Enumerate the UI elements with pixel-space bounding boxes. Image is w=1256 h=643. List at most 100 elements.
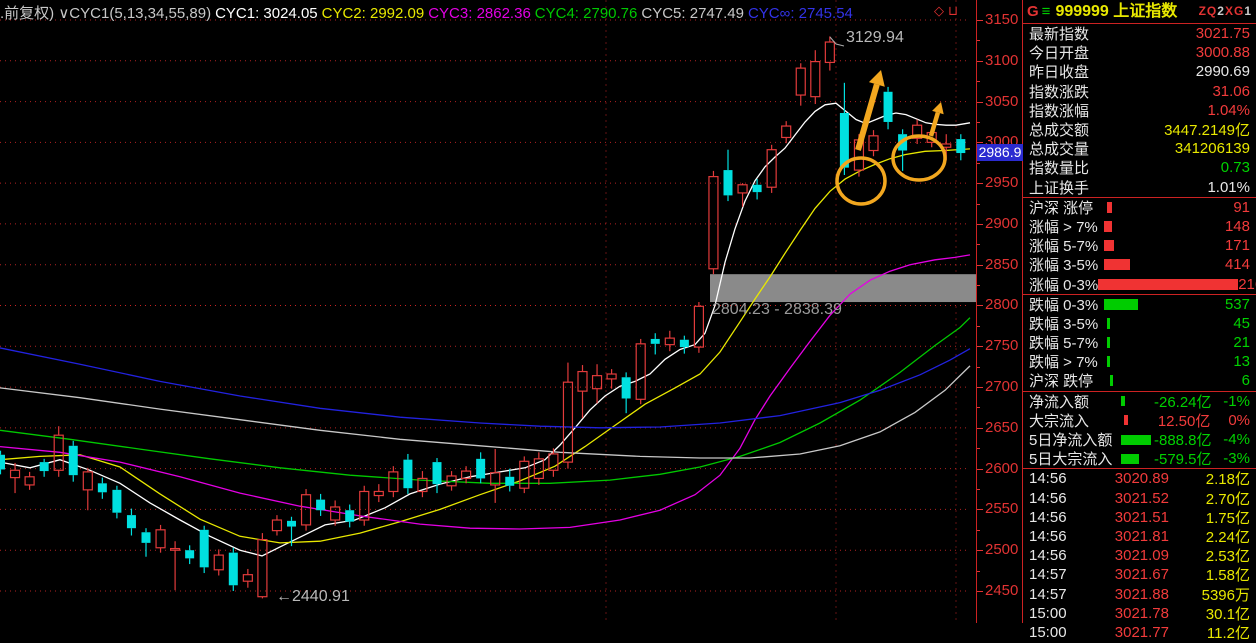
breadth-label: 跌幅 5-7% bbox=[1029, 335, 1099, 353]
quote-value: 1.01% bbox=[1207, 178, 1250, 196]
tick-time: 14:56 bbox=[1029, 547, 1067, 565]
breadth-bar bbox=[1103, 240, 1114, 252]
breadth-bar bbox=[1107, 317, 1111, 329]
price-axis: 3150 3100 3050 3000 2950 2900 2850 2800 2750 2700… bbox=[976, 0, 1023, 623]
breadth-value: 91 bbox=[1233, 198, 1250, 216]
breadth-row: 跌幅 5-7% 21 bbox=[1023, 333, 1256, 352]
axis-minor-tick bbox=[977, 325, 980, 327]
y-axis-label: 2450 bbox=[985, 581, 1019, 599]
flow-percent: -4% bbox=[1223, 431, 1250, 449]
tick-amount: 2.70亿 bbox=[1205, 490, 1250, 508]
tick-amount: 30.1亿 bbox=[1205, 605, 1250, 623]
y-axis-label: 3050 bbox=[985, 92, 1019, 110]
axis-minor-tick bbox=[977, 285, 980, 287]
breadth-bar bbox=[1098, 278, 1239, 290]
tick-amount: 2.24亿 bbox=[1205, 528, 1250, 546]
tick-price: 3021.78 bbox=[1114, 604, 1169, 622]
axis-minor-tick bbox=[977, 489, 980, 491]
quote-row: 指数涨跌 31.06 bbox=[1023, 82, 1256, 101]
quote-value: 3021.75 bbox=[1195, 25, 1250, 43]
axis-tick bbox=[977, 223, 983, 225]
axis-minor-tick bbox=[977, 529, 980, 531]
breadth-label: 涨幅 5-7% bbox=[1029, 238, 1099, 256]
flow-bar bbox=[1121, 434, 1152, 445]
breadth-row: 涨幅 5-7% 171 bbox=[1023, 236, 1256, 255]
quote-row: 总成交额 3447.2149亿 bbox=[1023, 120, 1256, 139]
quote-row: 今日开盘 3000.88 bbox=[1023, 43, 1256, 62]
flow-value: 12.50亿 bbox=[1157, 412, 1211, 430]
tick-row: 15:00 3021.77 11.2亿 bbox=[1023, 623, 1256, 642]
quote-row: 最新指数 3021.75 bbox=[1023, 24, 1256, 43]
axis-minor-tick bbox=[977, 407, 980, 409]
flow-percent: -3% bbox=[1223, 450, 1250, 468]
quote-value: 31.06 bbox=[1212, 82, 1250, 100]
axis-tick bbox=[977, 183, 983, 185]
gap-range-label: 2804.23 - 2838.39 bbox=[712, 301, 842, 318]
flow-bar bbox=[1121, 396, 1126, 407]
breadth-value: 537 bbox=[1224, 295, 1250, 313]
quote-row: 昨日收盘 2990.69 bbox=[1023, 62, 1256, 81]
axis-tick bbox=[977, 305, 983, 307]
quote-label: 昨日收盘 bbox=[1029, 64, 1090, 82]
quote-section: 最新指数 3021.75 今日开盘 3000.88 昨日收盘 2990.69 指数涨跌… bbox=[1023, 24, 1256, 198]
flow-value: -888.8亿 bbox=[1153, 432, 1212, 450]
cyc-value: CYC4: 2790.76 bbox=[534, 5, 638, 22]
chart-canvas[interactable] bbox=[0, 0, 976, 623]
cyc-settings-label[interactable]: .前复权) ∨CYC1(5,13,34,55,89) bbox=[0, 5, 212, 22]
quote-label: 上证换手 bbox=[1029, 179, 1090, 197]
symbol-title[interactable]: 999999 上证指数 bbox=[1055, 3, 1178, 20]
axis-tick bbox=[977, 387, 983, 389]
tick-row: 14:56 3021.81 2.24亿 bbox=[1023, 527, 1256, 546]
quote-row: 总成交量 341206139 bbox=[1023, 139, 1256, 158]
box-icon[interactable]: ⊔ bbox=[948, 3, 963, 18]
breadth-bar bbox=[1107, 337, 1111, 349]
tick-amount: 2.53亿 bbox=[1205, 548, 1250, 566]
breadth-bar bbox=[1110, 375, 1114, 387]
breadth-value: 414 bbox=[1224, 256, 1250, 274]
panel-header[interactable]: G ≡ 999999 上证指数 ZQ2XG1 bbox=[1023, 0, 1256, 24]
quote-label: 最新指数 bbox=[1029, 26, 1090, 44]
quote-value: 3447.2149亿 bbox=[1164, 122, 1250, 140]
axis-minor-tick bbox=[977, 121, 980, 123]
diamond-icon[interactable]: ◇ bbox=[934, 3, 948, 18]
breadth-row: 跌幅 3-5% 45 bbox=[1023, 314, 1256, 333]
axis-tick bbox=[977, 550, 983, 552]
tick-row: 14:56 3021.51 1.75亿 bbox=[1023, 508, 1256, 527]
indicator-readout-bar[interactable]: .前复权) ∨CYC1(5,13,34,55,89) CYC1: 3024.05 C… bbox=[0, 2, 857, 23]
quote-label: 指数涨幅 bbox=[1029, 102, 1090, 120]
breadth-down-section: 跌幅 0-3% 537 跌幅 3-5% 45 跌幅 5-7% 21 跌幅 > 7% 1… bbox=[1023, 295, 1256, 392]
quote-label: 指数量比 bbox=[1029, 160, 1090, 178]
breadth-bar bbox=[1103, 259, 1130, 271]
breadth-label: 跌幅 0-3% bbox=[1029, 296, 1099, 314]
moneyflow-row: 5日大宗流入 -579.5亿 -3% bbox=[1023, 449, 1256, 468]
breadth-label: 跌幅 3-5% bbox=[1029, 315, 1099, 333]
low-price-label: ←2440.91 bbox=[276, 588, 350, 605]
flow-label: 净流入额 bbox=[1029, 393, 1090, 411]
axis-tick bbox=[977, 468, 983, 470]
tick-amount: 11.2亿 bbox=[1206, 624, 1250, 642]
y-axis-label: 2550 bbox=[985, 500, 1019, 518]
flow-label: 5日净流入额 bbox=[1029, 432, 1113, 450]
breadth-value: 21 bbox=[1233, 334, 1250, 352]
candlestick-chart[interactable]: .前复权) ∨CYC1(5,13,34,55,89) CYC1: 3024.05 C… bbox=[0, 0, 976, 623]
tick-time: 14:56 bbox=[1029, 489, 1067, 507]
axis-minor-tick bbox=[977, 81, 980, 83]
cyc-value: CYC∞: 2745.54 bbox=[747, 5, 853, 22]
axis-tick bbox=[977, 264, 983, 266]
quote-row: 上证换手 1.01% bbox=[1023, 178, 1256, 197]
axis-minor-tick bbox=[977, 40, 980, 42]
moneyflow-row: 净流入额 -26.24亿 -1% bbox=[1023, 392, 1256, 411]
tick-price: 3021.81 bbox=[1114, 527, 1169, 545]
breadth-row: 沪深 涨停 91 bbox=[1023, 198, 1256, 217]
axis-minor-tick bbox=[977, 570, 980, 572]
quote-row: 指数涨幅 1.04% bbox=[1023, 101, 1256, 120]
y-axis-label: 2500 bbox=[985, 541, 1019, 559]
tick-amount: 1.75亿 bbox=[1205, 509, 1250, 527]
menu-icon[interactable]: ≡ bbox=[1041, 3, 1051, 20]
breadth-row: 跌幅 > 7% 13 bbox=[1023, 352, 1256, 371]
tick-row: 14:57 3021.67 1.58亿 bbox=[1023, 565, 1256, 584]
y-axis-label: 3150 bbox=[985, 11, 1019, 28]
quote-value: 3000.88 bbox=[1195, 44, 1250, 62]
quote-value: 341206139 bbox=[1174, 140, 1250, 158]
